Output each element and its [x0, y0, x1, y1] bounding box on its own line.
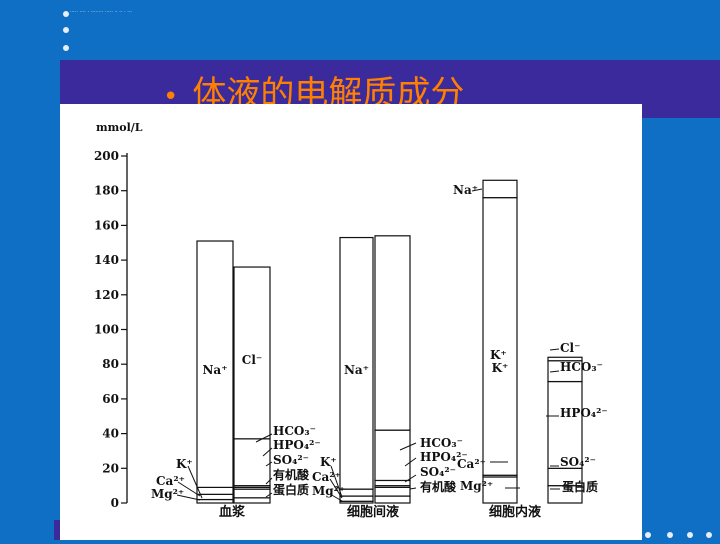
- x-category-label: 血浆: [219, 504, 246, 520]
- bar-label: Na⁺: [344, 363, 369, 377]
- leader-line: [409, 487, 417, 490]
- leader-line: [255, 433, 273, 443]
- bar-label: Cl⁻: [242, 353, 262, 367]
- left-accent-bar: [54, 520, 62, 540]
- y-tick-label: 80: [102, 357, 119, 371]
- bar-segment: [233, 266, 271, 440]
- segment-label: HPO₄²⁻: [273, 438, 321, 452]
- leader-line: [187, 465, 203, 499]
- leader-line: [177, 481, 201, 497]
- leader-line: [265, 461, 273, 467]
- segment-label: HCO₃⁻: [273, 424, 316, 438]
- segment-label: Na⁺: [453, 183, 478, 197]
- segment-label: K⁺: [320, 455, 337, 469]
- leader-line: [549, 348, 560, 351]
- bar-label: K⁺: [492, 361, 509, 375]
- segment-label: HCO₃⁻: [420, 436, 463, 450]
- segment-label: 有机酸: [420, 479, 457, 494]
- segment-label: Cl⁻: [560, 341, 580, 355]
- leader-line: [399, 442, 417, 451]
- bar-segment: [233, 438, 271, 487]
- bar-segment: [339, 236, 374, 490]
- leader-line: [265, 477, 273, 485]
- segment-label: 蛋白质: [562, 479, 598, 494]
- leader-line: [471, 188, 483, 192]
- bar-segment: [547, 380, 583, 469]
- leader-line: [404, 457, 417, 467]
- segment-label: SO₄²⁻: [273, 453, 309, 467]
- y-tick-label: 60: [102, 392, 119, 406]
- decor-dot: [63, 27, 69, 33]
- segment-label: Mg²⁺: [151, 487, 184, 501]
- leader-line: [176, 494, 201, 501]
- segment-label: Ca²⁺: [156, 474, 185, 488]
- bar-segment: [374, 486, 411, 497]
- decor-dot: [706, 532, 712, 538]
- y-tick-label: 100: [94, 323, 119, 337]
- bar-segment: [482, 476, 518, 504]
- segment-label: 有机酸: [273, 467, 310, 482]
- x-category-label: 细胞内液: [489, 504, 541, 520]
- segment-label: K⁺: [490, 348, 507, 362]
- segment-label: HPO₄²⁻: [560, 406, 608, 420]
- decor-dot: [687, 532, 693, 538]
- y-axis-label: mmol/L: [96, 121, 143, 134]
- segment-label: SO₄²⁻: [560, 455, 596, 469]
- segment-label: Ca²⁺: [457, 457, 486, 471]
- leader-line: [265, 492, 273, 498]
- leader-line: [262, 447, 273, 457]
- decor-dot: [645, 532, 651, 538]
- segment-label: Ca²⁺: [312, 470, 341, 484]
- segment-label: SO₄²⁻: [420, 465, 456, 479]
- leader-line: [404, 474, 417, 483]
- segment-label: Mg²⁺: [460, 479, 493, 493]
- header-small-text: ····· ···· · ········ ····· ·· ·· · ···: [70, 9, 132, 15]
- decor-dot: [63, 11, 69, 17]
- segment-label: 蛋白质: [273, 482, 309, 497]
- y-tick-label: 0: [111, 496, 119, 510]
- segment-label: HCO₃⁻: [560, 360, 603, 374]
- y-tick-label: 200: [94, 149, 119, 163]
- y-tick-label: 140: [94, 253, 119, 267]
- decor-dot: [63, 45, 69, 51]
- segment-label: Mg²⁺: [312, 484, 345, 498]
- bar-segment: [482, 197, 518, 476]
- leader-line: [330, 465, 343, 498]
- bar-segment: [196, 240, 234, 488]
- electrolyte-chart: mmol/L 0 20 40 60 80 100 120 140 160 180 200 Na⁺ Cl⁻ N…: [60, 104, 642, 540]
- bar-segment: [374, 495, 411, 504]
- leader-line: [329, 478, 343, 499]
- bar-segment: [374, 429, 411, 482]
- x-category-label: 细胞间液: [347, 504, 399, 520]
- bar-segment: [233, 497, 271, 504]
- y-tick-label: 20: [102, 461, 119, 475]
- bar-segment: [196, 486, 234, 495]
- y-tick-label: 180: [94, 184, 119, 198]
- y-tick-label: 40: [102, 427, 119, 441]
- segment-label: K⁺: [176, 457, 193, 471]
- bar-segment: [233, 488, 271, 499]
- bar-segment: [482, 179, 518, 199]
- bar-segment: [374, 479, 411, 487]
- segment-label: HPO₄²⁻: [420, 450, 468, 464]
- leader-line: [549, 370, 560, 373]
- y-tick-label: 120: [94, 288, 119, 302]
- chart-svg: mmol/L 0 20 40 60 80 100 120 140 160 180 200 Na⁺ Cl⁻ N…: [94, 121, 608, 520]
- bar-segment: [196, 493, 234, 501]
- decor-dot: [667, 532, 673, 538]
- leader-line: [329, 493, 343, 502]
- bar-segment: [374, 235, 411, 431]
- bar-label: Na⁺: [202, 363, 227, 377]
- y-tick-label: 160: [94, 218, 119, 232]
- bar-segment: [547, 356, 583, 362]
